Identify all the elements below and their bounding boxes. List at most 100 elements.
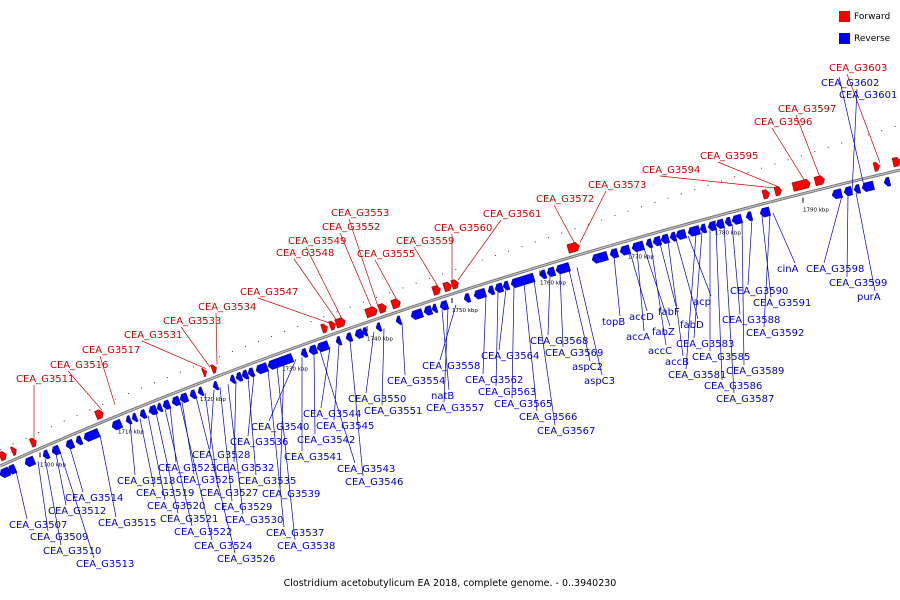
reverse-connector [55,453,67,506]
reverse-connector [693,232,703,339]
forward-gene-arrow [813,175,825,187]
reverse-gene-label: CEA_G3543 [337,464,395,475]
forward-gene-label: CEA_G3595 [700,151,758,162]
reverse-gene-label: CEA_G3541 [284,452,342,463]
reverse-connector [365,331,375,394]
reverse-gene-label: CEA_G3537 [266,528,324,539]
forward-gene-arrow [442,281,452,293]
reverse-connector [715,228,723,381]
reverse-gene-arrow [423,305,434,316]
forward-connector [659,175,778,189]
reverse-connector [511,286,515,399]
reverse-gene-arrow [591,251,609,264]
reverse-connector [279,363,285,489]
forward-gene-arrow [761,189,770,200]
forward-gene-arrow [0,451,7,462]
reverse-connector [164,408,193,527]
reverse-gene-arrow [139,409,148,419]
reverse-gene-arrow [51,444,62,456]
reverse-connector [333,343,340,421]
forward-gene-arrow [891,156,900,168]
reverse-gene-label: CEA_G3558 [422,361,480,372]
reverse-connector [723,226,735,394]
forward-connector [553,204,576,245]
reverse-gene-label: CEA_G3589 [726,366,784,377]
reverse-gene-arrow [83,428,101,442]
reverse-connector [227,384,244,515]
reverse-gene-arrow [24,455,37,468]
reverse-gene-label: accB [665,357,689,368]
reverse-gene-arrow [609,248,620,259]
reverse-connector [675,239,699,320]
reverse-gene-label: CEA_G3565 [494,399,552,410]
reverse-gene-arrow [229,374,237,384]
reverse-connector [761,216,772,298]
reverse-gene-arrow [7,463,18,475]
reverse-gene-label: natB [431,391,454,402]
forward-connector [846,73,881,163]
forward-gene-label: CEA_G3548 [276,248,334,259]
reverse-gene-label: CEA_G3528 [192,450,250,461]
forward-connector [67,370,103,411]
reverse-gene-label: CEA_G3519 [136,488,194,499]
forward-connector [348,218,379,307]
reverse-gene-label: CEA_G3507 [9,520,67,531]
reverse-gene-arrow [831,188,843,200]
reverse-gene-label: CEA_G3601 [839,90,897,101]
reverse-gene-arrow [731,213,744,225]
reverse-connector [855,192,876,292]
reverse-gene-arrow [125,415,133,425]
reverse-gene-arrow [354,328,365,339]
reverse-gene-label: CEA_G3512 [48,506,106,517]
reverse-connector [15,470,28,520]
reverse-gene-arrow [759,206,771,218]
reverse-gene-arrow [715,218,726,230]
forward-gene-arrow [377,303,387,314]
reverse-connector [209,389,215,450]
reverse-connector [576,267,603,376]
reverse-connector [650,246,667,346]
forward-gene-label: CEA_G3603 [829,63,887,74]
reverse-gene-label: fabF [658,307,680,318]
reverse-gene-arrow [300,348,309,358]
reverse-gene-arrow [42,449,51,460]
forward-gene-arrow [431,285,441,296]
reverse-gene-arrow [179,392,190,404]
reverse-gene-label: CEA_G3546 [345,477,403,488]
reverse-connector [495,291,499,387]
reverse-connector [568,269,591,362]
reverse-gene-label: CEA_G3509 [30,532,88,543]
reverse-connector [320,347,331,409]
reverse-gene-arrow [631,240,645,253]
reverse-gene-arrow [473,287,487,300]
reverse-gene-arrow [699,223,708,234]
reverse-gene-label: CEA_G3598 [806,264,864,275]
reverse-gene-label: aspC3 [584,376,615,387]
forward-gene-arrow [364,306,378,319]
reverse-gene-arrow [212,380,220,391]
reverse-gene-arrow [487,285,496,296]
reverse-connector [439,304,457,361]
reverse-gene-arrow [197,386,205,397]
forward-gene-label: CEA_G3559 [396,236,454,247]
reverse-gene-arrow [883,176,892,187]
reverse-gene-arrow [75,435,84,446]
reverse-connector [441,309,450,391]
reverse-gene-arrow [255,362,270,375]
scale-tick-label: 1780 kbp [715,231,741,237]
reverse-gene-arrow [546,266,557,278]
forward-gene-arrow [791,178,811,192]
reverse-connector [851,88,858,194]
reverse-connector [731,223,741,315]
reverse-gene-label: CEA_G3542 [297,435,355,446]
gene-features [0,156,900,479]
forward-gene-arrow [390,298,401,310]
reverse-gene-arrow [171,395,182,407]
reverse-gene-label: CEA_G3590 [730,286,788,297]
reverse-gene-arrow [316,340,331,353]
reverse-connector [195,396,236,554]
reverse-connector [667,241,684,357]
reverse-connector [268,359,297,422]
reverse-gene-label: CEA_G3585 [692,352,750,363]
forward-gene-label: CEA_G3555 [357,249,415,260]
